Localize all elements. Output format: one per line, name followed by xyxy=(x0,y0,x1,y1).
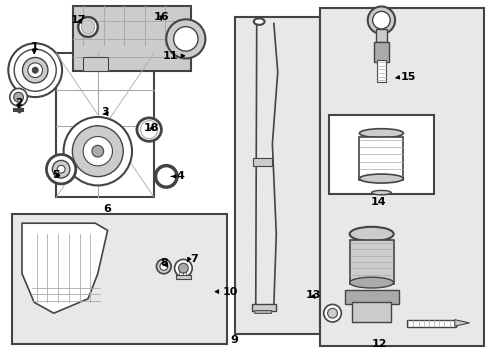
Text: 1: 1 xyxy=(30,42,38,52)
Circle shape xyxy=(156,259,171,274)
Circle shape xyxy=(57,165,65,173)
Text: 16: 16 xyxy=(153,12,169,22)
Text: 4: 4 xyxy=(176,171,183,181)
Circle shape xyxy=(92,145,103,157)
Circle shape xyxy=(160,262,167,270)
Bar xyxy=(349,240,393,284)
Ellipse shape xyxy=(141,121,158,139)
Circle shape xyxy=(22,58,48,83)
Ellipse shape xyxy=(78,17,98,37)
Ellipse shape xyxy=(359,129,403,138)
Text: 7: 7 xyxy=(190,254,198,264)
Bar xyxy=(251,304,276,311)
Ellipse shape xyxy=(349,277,393,288)
Text: 15: 15 xyxy=(400,72,415,82)
Circle shape xyxy=(14,92,23,102)
Text: 18: 18 xyxy=(143,123,159,133)
Circle shape xyxy=(372,12,389,29)
Circle shape xyxy=(160,171,172,182)
Polygon shape xyxy=(22,223,107,313)
Circle shape xyxy=(46,154,76,184)
Ellipse shape xyxy=(359,174,403,183)
Circle shape xyxy=(32,67,38,73)
Ellipse shape xyxy=(253,18,264,25)
Text: 3: 3 xyxy=(101,107,109,117)
Text: 2: 2 xyxy=(15,98,22,108)
Circle shape xyxy=(166,19,205,58)
Bar xyxy=(234,17,320,334)
Circle shape xyxy=(323,305,341,322)
Circle shape xyxy=(52,161,70,178)
Circle shape xyxy=(14,49,56,91)
Circle shape xyxy=(28,63,42,77)
Bar xyxy=(359,137,403,180)
Circle shape xyxy=(72,126,123,177)
Ellipse shape xyxy=(349,227,393,241)
Polygon shape xyxy=(454,320,468,326)
Text: 5: 5 xyxy=(52,170,60,180)
Bar xyxy=(254,310,271,313)
Bar xyxy=(373,42,388,62)
Circle shape xyxy=(327,308,337,318)
Ellipse shape xyxy=(371,190,390,195)
Text: 17: 17 xyxy=(70,15,86,25)
Text: 14: 14 xyxy=(370,197,386,207)
Text: 12: 12 xyxy=(370,339,386,349)
Circle shape xyxy=(367,6,394,34)
Text: 10: 10 xyxy=(222,287,237,297)
Bar xyxy=(56,53,154,197)
Bar xyxy=(375,29,386,42)
Text: 9: 9 xyxy=(230,335,238,345)
Bar xyxy=(252,158,272,166)
Bar xyxy=(73,6,190,71)
Bar xyxy=(12,214,227,344)
Circle shape xyxy=(83,136,112,166)
Bar xyxy=(376,60,386,82)
Bar xyxy=(328,115,433,194)
Circle shape xyxy=(63,117,132,185)
Bar xyxy=(406,320,455,327)
Bar xyxy=(176,275,190,279)
Ellipse shape xyxy=(137,118,161,141)
Bar xyxy=(83,57,107,71)
Circle shape xyxy=(155,166,177,187)
Bar xyxy=(351,302,390,322)
Circle shape xyxy=(8,43,62,97)
Circle shape xyxy=(178,263,188,273)
Bar xyxy=(320,8,483,346)
Text: 8: 8 xyxy=(160,258,167,268)
Circle shape xyxy=(174,260,192,277)
Bar xyxy=(344,290,398,304)
Text: 13: 13 xyxy=(305,290,320,300)
Ellipse shape xyxy=(81,20,95,34)
Circle shape xyxy=(173,27,198,51)
Circle shape xyxy=(10,89,27,106)
Text: 6: 6 xyxy=(103,204,111,214)
Text: 11: 11 xyxy=(163,51,178,61)
